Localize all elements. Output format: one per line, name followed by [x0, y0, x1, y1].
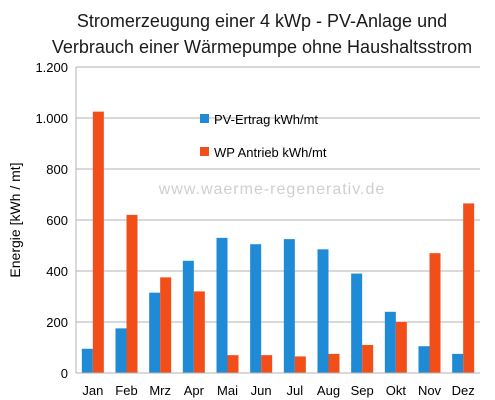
x-tick-label: Mai [217, 383, 238, 398]
bar-wp-jan [92, 111, 104, 373]
y-axis-label: Energie [kWh / mt] [7, 162, 23, 277]
tick-layer: 0 200 400 600 800 1.000 1.200 Jan Feb Mrz Apr Mai Ju… [35, 60, 474, 398]
bar-layer [81, 111, 475, 373]
bar-pv-jun [250, 244, 262, 373]
legend-swatch-wp [200, 147, 209, 156]
y-tick-label: 1.200 [35, 60, 68, 75]
bar-wp-sep [362, 344, 374, 373]
bar-wp-nov [429, 253, 441, 373]
y-tick-label: 0 [61, 366, 68, 381]
bar-pv-mai [216, 237, 228, 373]
x-tick-label: Okt [386, 383, 407, 398]
bar-wp-feb [126, 214, 138, 373]
legend-label-pv: PV-Ertrag kWh/mt [214, 112, 318, 127]
bar-wp-jul [294, 356, 306, 373]
bar-pv-sep [351, 273, 363, 373]
watermark: www.waerme-regenerativ.de [158, 181, 386, 198]
bar-pv-apr [182, 260, 194, 373]
bar-wp-aug [328, 353, 340, 373]
bar-wp-mrz [160, 277, 172, 373]
bar-pv-jul [283, 239, 295, 373]
x-tick-label: Dez [452, 383, 475, 398]
y-tick-label: 200 [46, 315, 68, 330]
x-tick-label: Nov [418, 383, 442, 398]
legend: PV-Ertrag kWh/mt WP Antrieb kWh/mt [200, 112, 327, 160]
x-tick-label: Jan [82, 383, 103, 398]
bar-wp-jun [261, 355, 273, 373]
x-tick-label: Apr [184, 383, 205, 398]
bar-wp-mai [227, 355, 239, 373]
bar-pv-okt [384, 311, 396, 373]
bar-pv-feb [115, 328, 127, 373]
grid-layer [76, 66, 480, 374]
y-tick-label: 400 [46, 264, 68, 279]
bar-pv-nov [418, 346, 430, 373]
bar-wp-dez [463, 203, 475, 373]
x-tick-label: Jun [251, 383, 272, 398]
x-tick-label: Jul [287, 383, 304, 398]
x-tick-label: Mrz [149, 383, 171, 398]
bar-pv-dez [452, 353, 464, 373]
legend-swatch-pv [200, 114, 209, 123]
x-tick-label: Sep [351, 383, 374, 398]
legend-label-wp: WP Antrieb kWh/mt [214, 145, 327, 160]
bar-pv-mrz [149, 292, 161, 373]
bar-wp-apr [193, 291, 205, 373]
y-tick-label: 800 [46, 162, 68, 177]
y-tick-label: 1.000 [35, 111, 68, 126]
x-tick-label: Feb [115, 383, 137, 398]
x-tick-label: Aug [317, 383, 340, 398]
bar-pv-aug [317, 249, 329, 373]
chart-title-line-1: Stromerzeugung einer 4 kWp - PV-Anlage u… [77, 11, 447, 31]
axis-layer [75, 67, 480, 374]
y-tick-label: 600 [46, 213, 68, 228]
chart-title-line-2: Verbrauch einer Wärmepumpe ohne Haushalt… [52, 37, 472, 57]
bar-pv-jan [81, 348, 93, 373]
bar-wp-okt [395, 322, 407, 373]
